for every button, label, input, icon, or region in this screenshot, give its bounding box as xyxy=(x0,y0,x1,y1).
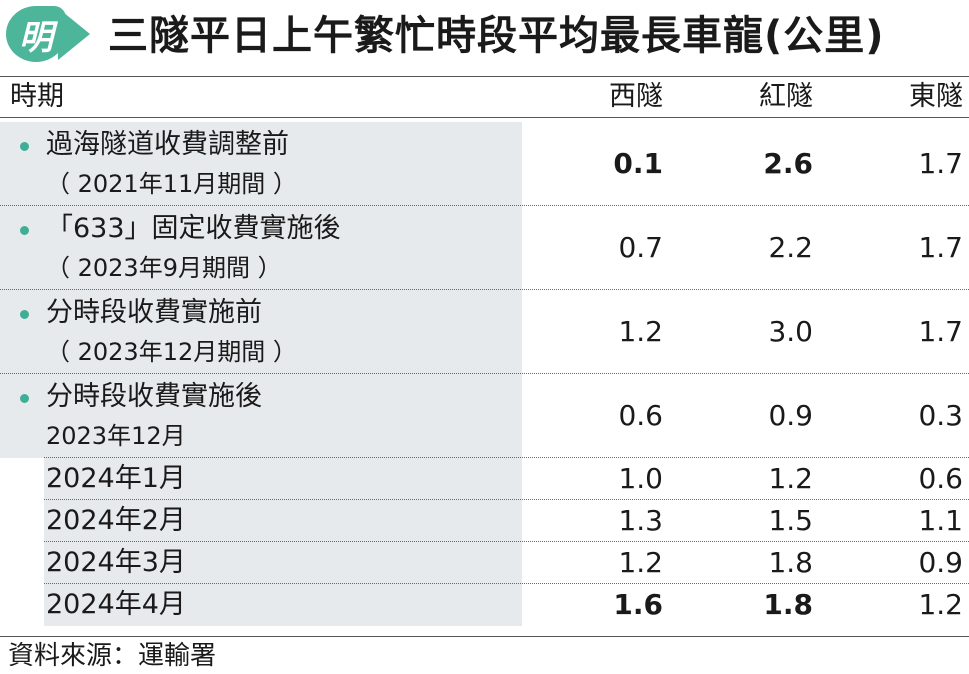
row-sublabel: 2023年12月 xyxy=(46,422,186,450)
table-row: 2024年2月 1.3 1.5 1.1 xyxy=(0,500,969,542)
value-west: 1.2 xyxy=(618,546,663,579)
row-separator xyxy=(0,289,969,290)
column-header-cross: 紅隧 xyxy=(759,81,813,112)
value-cross: 2.6 xyxy=(763,147,813,180)
table-row: 「633」固定收費實施後 （ 2023年9月期間 ） 0.7 2.2 1.7 xyxy=(0,206,969,290)
row-shade xyxy=(0,374,522,458)
bullet-icon xyxy=(20,142,29,151)
table-row: 2024年3月 1.2 1.8 0.9 xyxy=(0,542,969,584)
value-west: 0.6 xyxy=(618,399,663,432)
bullet-icon xyxy=(20,226,29,235)
value-cross: 1.8 xyxy=(768,546,813,579)
row-separator xyxy=(0,373,969,374)
value-east: 0.6 xyxy=(918,462,963,495)
row-separator xyxy=(44,541,969,542)
row-label: 分時段收費實施後 xyxy=(46,381,262,412)
value-east: 1.1 xyxy=(918,504,963,537)
bullet-icon xyxy=(20,310,29,319)
table-row: 2024年1月 1.0 1.2 0.6 xyxy=(0,458,969,500)
bottom-rule xyxy=(0,636,969,637)
column-header-period: 時期 xyxy=(10,81,64,112)
row-sublabel: （ 2023年9月期間 ） xyxy=(46,254,282,282)
row-sublabel: （ 2023年12月期間 ） xyxy=(46,338,297,366)
value-cross: 1.2 xyxy=(768,462,813,495)
table-row: 分時段收費實施前 （ 2023年12月期間 ） 1.2 3.0 1.7 xyxy=(0,290,969,374)
row-separator xyxy=(44,457,969,458)
column-header: 時期 西隧 紅隧 東隧 xyxy=(0,76,969,118)
value-east: 1.7 xyxy=(918,147,963,180)
value-cross: 1.8 xyxy=(763,588,813,621)
row-separator xyxy=(0,205,969,206)
row-label: 分時段收費實施前 xyxy=(46,297,262,328)
row-shade xyxy=(44,542,522,584)
source-note: 資料來源：運輸署 xyxy=(8,641,217,671)
row-shade xyxy=(0,206,522,290)
value-west: 1.0 xyxy=(618,462,663,495)
row-sublabel: 2024年1月 xyxy=(46,463,186,494)
value-cross: 0.9 xyxy=(768,399,813,432)
row-shade xyxy=(44,584,522,626)
header: 明 三隧平日上午繁忙時段平均最長車龍(公里) xyxy=(0,0,969,72)
value-west: 0.7 xyxy=(618,231,663,264)
row-shade xyxy=(0,122,522,206)
table-row: 過海隧道收費調整前 （ 2021年11月期間 ） 0.1 2.6 1.7 xyxy=(0,122,969,206)
table-row: 2024年4月 1.6 1.8 1.2 xyxy=(0,584,969,626)
value-cross: 1.5 xyxy=(768,504,813,537)
column-header-east: 東隧 xyxy=(909,81,963,112)
chart-title: 三隧平日上午繁忙時段平均最長車龍(公里) xyxy=(108,13,885,59)
row-separator xyxy=(44,499,969,500)
value-west: 1.3 xyxy=(618,504,663,537)
row-shade xyxy=(44,458,522,500)
value-east: 1.7 xyxy=(918,315,963,348)
logo-char: 明 xyxy=(19,17,53,58)
row-shade xyxy=(44,500,522,542)
value-east: 0.3 xyxy=(918,399,963,432)
row-sublabel: 2024年2月 xyxy=(46,505,186,536)
value-east: 0.9 xyxy=(918,546,963,579)
value-east: 1.2 xyxy=(918,588,963,621)
row-label: 過海隧道收費調整前 xyxy=(46,129,289,160)
value-east: 1.7 xyxy=(918,231,963,264)
value-west: 1.2 xyxy=(618,315,663,348)
ming-pao-logo: 明 xyxy=(6,6,66,62)
row-sublabel: 2024年3月 xyxy=(46,547,186,578)
column-header-west: 西隧 xyxy=(609,81,663,112)
value-west: 1.6 xyxy=(613,588,663,621)
value-west: 0.1 xyxy=(613,147,663,180)
row-separator xyxy=(44,583,969,584)
row-shade xyxy=(0,290,522,374)
row-sublabel: （ 2021年11月期間 ） xyxy=(46,170,297,198)
row-label: 「633」固定收費實施後 xyxy=(46,213,341,244)
value-cross: 2.2 xyxy=(768,231,813,264)
row-sublabel: 2024年4月 xyxy=(46,589,186,620)
bullet-icon xyxy=(20,394,29,403)
table-row: 分時段收費實施後 2023年12月 0.6 0.9 0.3 xyxy=(0,374,969,458)
value-cross: 3.0 xyxy=(768,315,813,348)
